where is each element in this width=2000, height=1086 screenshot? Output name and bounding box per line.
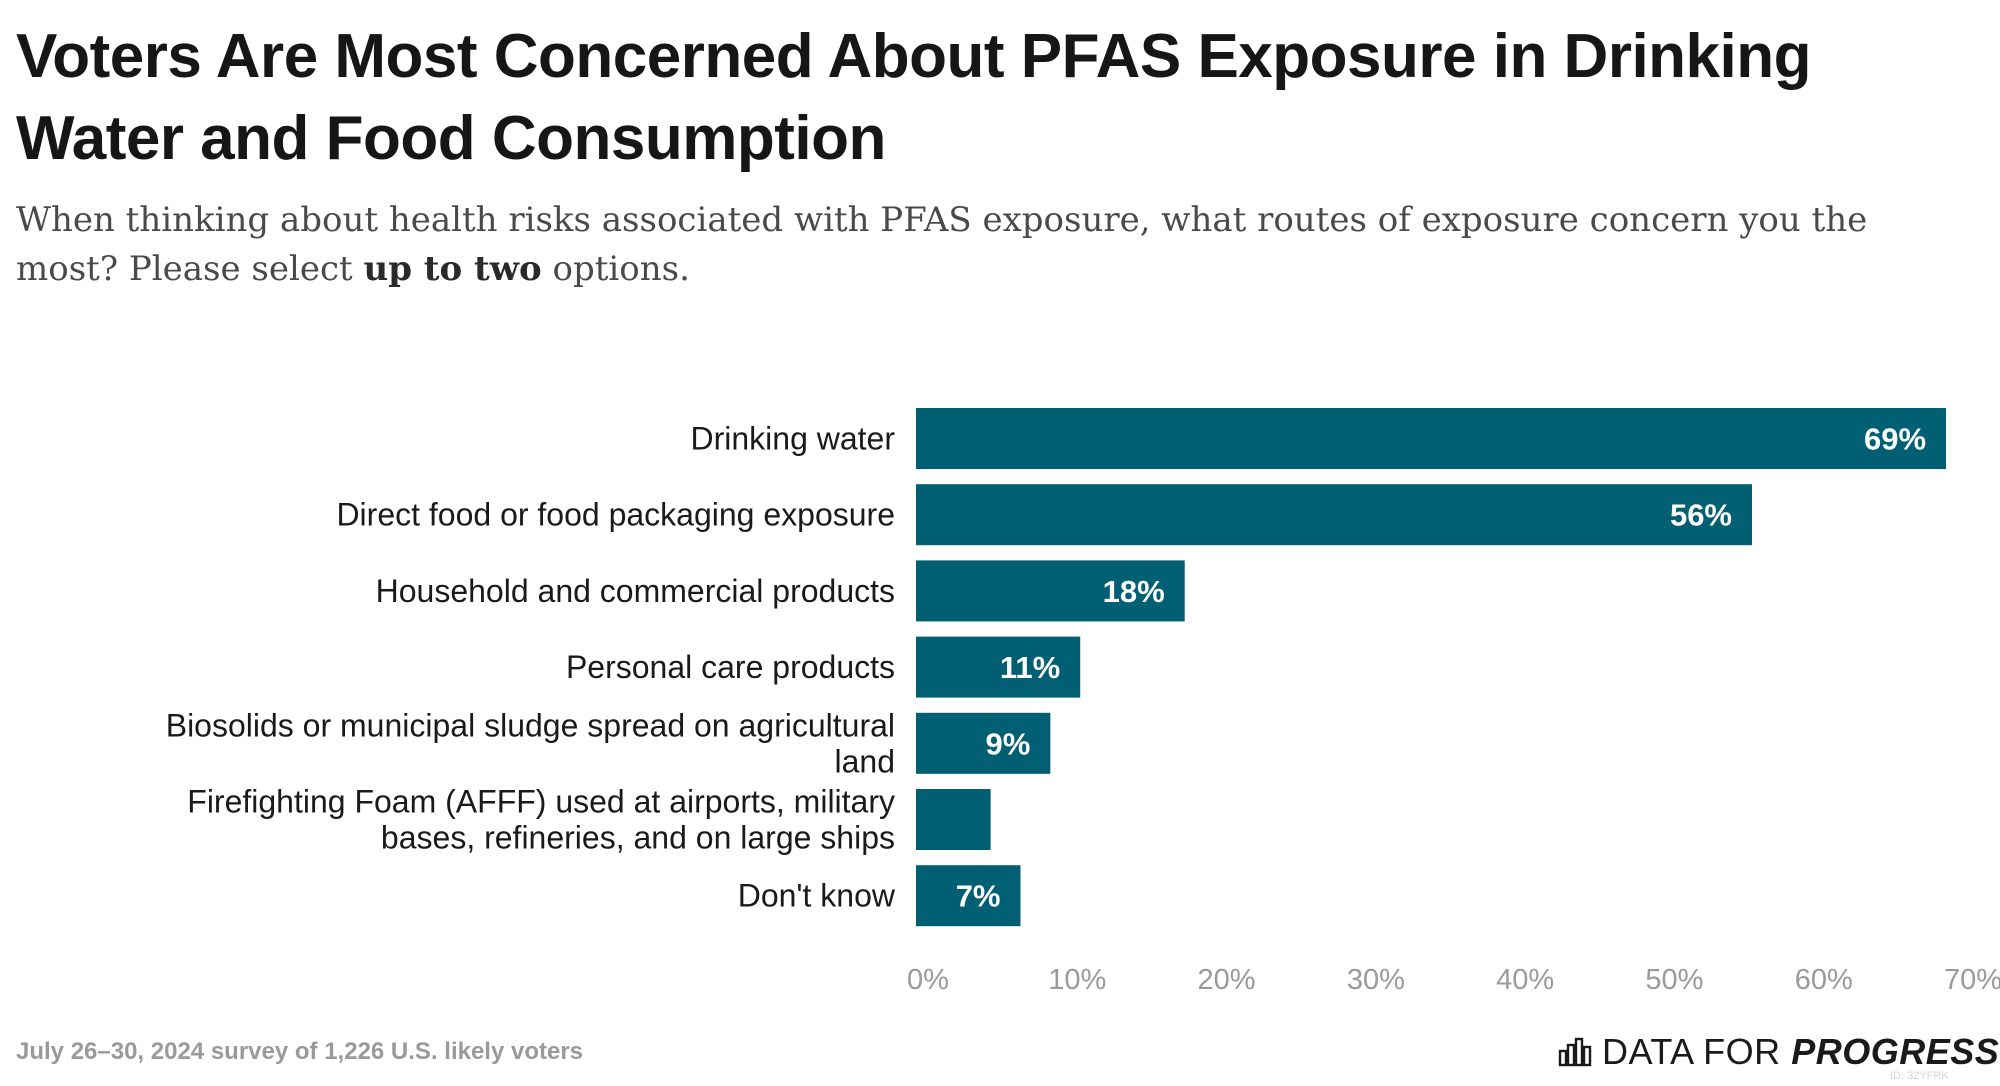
bar (916, 636, 1081, 698)
category-label: land (835, 743, 896, 779)
bar (916, 865, 1021, 927)
logo-wordmark-bold: PROGRESS (1791, 1031, 2000, 1072)
bar (916, 712, 1051, 774)
category-label: Firefighting Foam (AFFF) used at airport… (187, 784, 895, 820)
chart-subtitle: When thinking about health risks associa… (16, 196, 1976, 294)
bar (916, 789, 991, 850)
x-tick-label: 70% (1944, 964, 2000, 996)
category-label: Don't know (738, 878, 896, 914)
x-tick-label: 10% (1048, 964, 1106, 996)
category-label: Personal care products (566, 649, 895, 685)
bar-chart-logo-icon (1558, 1037, 1592, 1067)
category-label: bases, refineries, and on large ships (381, 820, 895, 856)
bar (916, 484, 1752, 546)
subtitle-emphasis: up to two (363, 249, 542, 289)
x-tick-label: 60% (1795, 964, 1853, 996)
x-tick-label: 20% (1198, 964, 1256, 996)
x-tick-label: 30% (1347, 964, 1405, 996)
category-label: Direct food or food packaging exposure (336, 497, 895, 533)
chart-title: Voters Are Most Concerned About PFAS Exp… (16, 22, 1812, 173)
bar-data-label: 56% (1670, 498, 1732, 533)
survey-source-note: July 26–30, 2024 survey of 1,226 U.S. li… (16, 1038, 584, 1065)
x-tick-label: 40% (1496, 964, 1554, 996)
bar-data-label: 7% (956, 879, 1001, 914)
x-tick-label: 0% (907, 964, 949, 996)
category-label: Drinking water (690, 421, 895, 457)
data-for-progress-logo: DATA FOR PROGRESS (1558, 1030, 1999, 1074)
logo-wordmark-regular: DATA FOR (1602, 1031, 1792, 1072)
bar-data-label: 18% (1103, 574, 1165, 609)
category-label: Biosolids or municipal sludge spread on … (166, 707, 895, 743)
bar-data-label: 11% (1000, 650, 1060, 685)
bar-data-label: 69% (1864, 422, 1926, 457)
chart-id: ID: 32YFRK (1890, 1070, 1949, 1082)
x-tick-label: 50% (1645, 964, 1703, 996)
bar-data-label: 9% (986, 726, 1031, 761)
category-label: Household and commercial products (376, 573, 895, 609)
bar-chart: 69% Drinking water 56% Direct food or food … (166, 408, 2000, 996)
subtitle-text: When thinking about health risks associa… (16, 200, 1868, 289)
bar (916, 560, 1185, 622)
subtitle-text-end: options. (541, 249, 690, 289)
logo-wordmark: DATA FOR PROGRESS (1602, 1031, 1999, 1073)
bar (916, 408, 1947, 469)
